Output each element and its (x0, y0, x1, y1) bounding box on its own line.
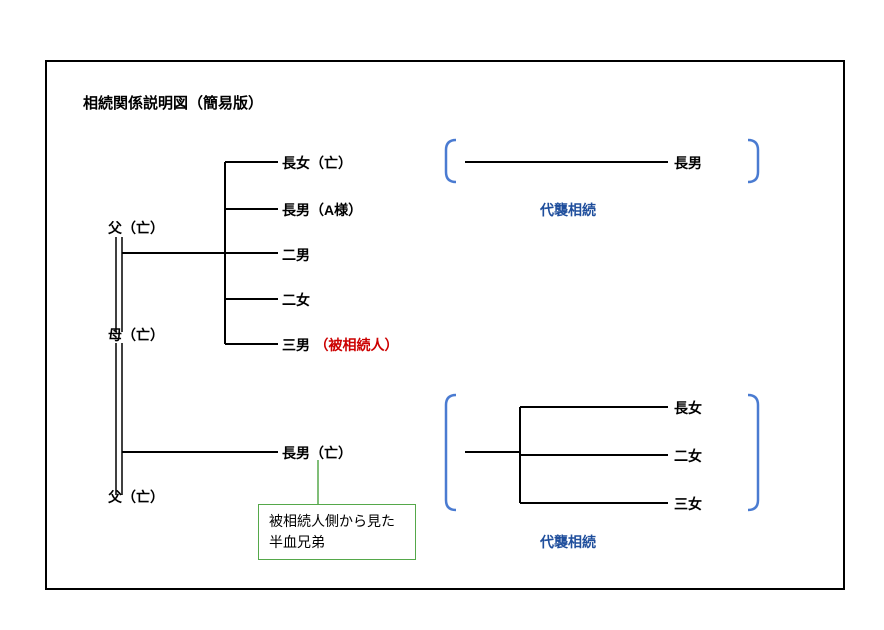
node-mother: 母（亡） (108, 325, 164, 345)
subst-label-upper: 代襲相続 (540, 200, 596, 220)
subst-label-lower: 代襲相続 (540, 532, 596, 552)
note-box: 被相続人側から見た 半血兄弟 (258, 504, 416, 560)
node-father-lower: 父（亡） (108, 487, 164, 507)
node-child-lower-1: 長男（亡） (282, 443, 352, 463)
node-child-2: 長男（A様） (282, 200, 362, 220)
node-grandchild-lower-2: 二女 (674, 446, 702, 466)
node-father-upper: 父（亡） (108, 218, 164, 238)
note-line-1: 被相続人側から見た (269, 511, 405, 532)
node-child-5-suffix: （被相続人） (314, 337, 398, 353)
note-line-2: 半血兄弟 (269, 532, 405, 553)
node-child-1: 長女（亡） (282, 153, 352, 173)
node-grandchild-lower-3: 三女 (674, 494, 702, 514)
node-child-5: 三男 （被相続人） (282, 335, 398, 355)
node-child-4: 二女 (282, 290, 310, 310)
node-grandchild-lower-1: 長女 (674, 398, 702, 418)
node-grandchild-upper-1: 長男 (674, 153, 702, 173)
node-child-5-label: 三男 (282, 337, 310, 353)
diagram-title: 相続関係説明図（簡易版） (83, 92, 263, 113)
node-child-3: 二男 (282, 245, 310, 265)
